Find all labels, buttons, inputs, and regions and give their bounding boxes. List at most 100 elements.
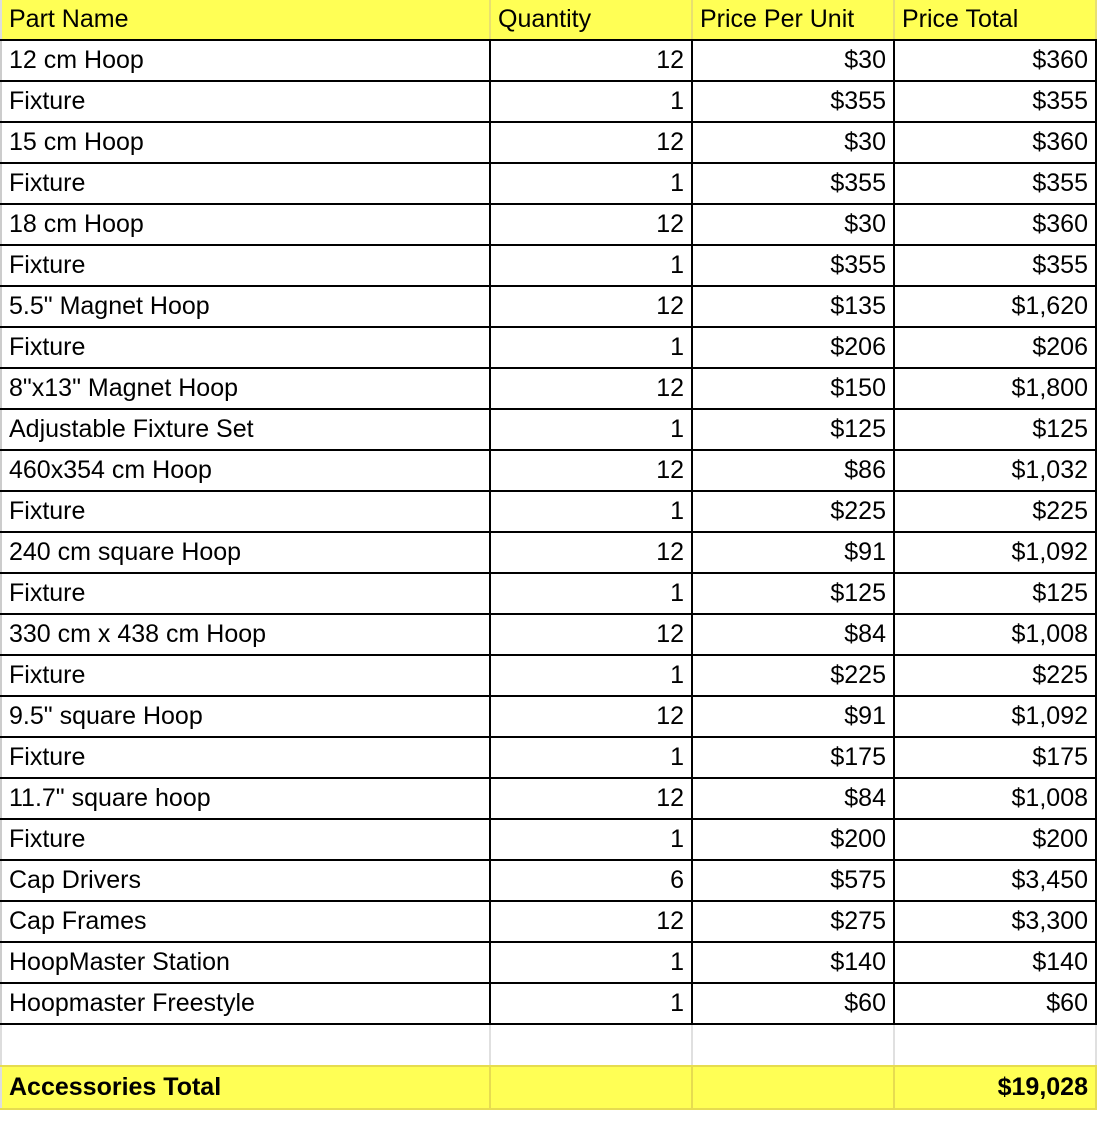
price-total-cell[interactable]: $1,032: [893, 449, 1097, 492]
part-name-cell[interactable]: Fixture: [0, 818, 491, 861]
quantity-cell[interactable]: 12: [489, 285, 693, 328]
price-per-unit-cell[interactable]: $175: [691, 736, 895, 779]
part-name-cell[interactable]: Fixture: [0, 326, 491, 369]
price-per-unit-cell[interactable]: $225: [691, 490, 895, 533]
quantity-cell[interactable]: 12: [489, 613, 693, 656]
price-per-unit-cell[interactable]: $140: [691, 941, 895, 984]
quantity-cell[interactable]: 12: [489, 367, 693, 410]
header-price-total[interactable]: Price Total: [894, 0, 1097, 41]
quantity-cell[interactable]: 12: [489, 695, 693, 738]
quantity-cell[interactable]: 12: [489, 777, 693, 820]
quantity-cell[interactable]: 1: [489, 982, 693, 1025]
quantity-cell[interactable]: 1: [489, 941, 693, 984]
price-per-unit-cell[interactable]: $125: [691, 572, 895, 615]
part-name-cell[interactable]: 5.5" Magnet Hoop: [0, 285, 491, 328]
price-total-cell[interactable]: $1,800: [893, 367, 1097, 410]
price-total-cell[interactable]: $1,092: [893, 695, 1097, 738]
header-part-name[interactable]: Part Name: [0, 0, 491, 41]
price-per-unit-cell[interactable]: $91: [691, 695, 895, 738]
part-name-cell[interactable]: 18 cm Hoop: [0, 203, 491, 246]
empty-cell[interactable]: [692, 1066, 895, 1110]
price-per-unit-cell[interactable]: $206: [691, 326, 895, 369]
empty-cell[interactable]: [894, 1024, 1097, 1067]
empty-cell[interactable]: [490, 1066, 693, 1110]
empty-cell[interactable]: [692, 1024, 895, 1067]
part-name-cell[interactable]: Fixture: [0, 572, 491, 615]
price-per-unit-cell[interactable]: $86: [691, 449, 895, 492]
part-name-cell[interactable]: Fixture: [0, 736, 491, 779]
price-total-cell[interactable]: $140: [893, 941, 1097, 984]
quantity-cell[interactable]: 12: [489, 531, 693, 574]
quantity-cell[interactable]: 1: [489, 818, 693, 861]
quantity-cell[interactable]: 12: [489, 39, 693, 82]
price-total-cell[interactable]: $1,092: [893, 531, 1097, 574]
price-total-cell[interactable]: $175: [893, 736, 1097, 779]
quantity-cell[interactable]: 1: [489, 654, 693, 697]
empty-cell[interactable]: [0, 1024, 491, 1067]
price-per-unit-cell[interactable]: $60: [691, 982, 895, 1025]
price-total-cell[interactable]: $225: [893, 654, 1097, 697]
price-total-cell[interactable]: $225: [893, 490, 1097, 533]
price-per-unit-cell[interactable]: $30: [691, 203, 895, 246]
empty-cell[interactable]: [490, 1024, 693, 1067]
part-name-cell[interactable]: Adjustable Fixture Set: [0, 408, 491, 451]
quantity-cell[interactable]: 6: [489, 859, 693, 902]
quantity-cell[interactable]: 1: [489, 244, 693, 287]
part-name-cell[interactable]: 330 cm x 438 cm Hoop: [0, 613, 491, 656]
price-total-cell[interactable]: $60: [893, 982, 1097, 1025]
price-per-unit-cell[interactable]: $355: [691, 244, 895, 287]
price-per-unit-cell[interactable]: $91: [691, 531, 895, 574]
price-per-unit-cell[interactable]: $355: [691, 162, 895, 205]
header-price-per-unit[interactable]: Price Per Unit: [692, 0, 895, 41]
price-total-cell[interactable]: $355: [893, 162, 1097, 205]
total-label[interactable]: Accessories Total: [0, 1066, 491, 1110]
price-total-cell[interactable]: $360: [893, 203, 1097, 246]
quantity-cell[interactable]: 12: [489, 203, 693, 246]
price-per-unit-cell[interactable]: $200: [691, 818, 895, 861]
price-total-cell[interactable]: $3,450: [893, 859, 1097, 902]
quantity-cell[interactable]: 12: [489, 900, 693, 943]
part-name-cell[interactable]: Cap Frames: [0, 900, 491, 943]
part-name-cell[interactable]: Fixture: [0, 162, 491, 205]
quantity-cell[interactable]: 1: [489, 490, 693, 533]
price-total-cell[interactable]: $3,300: [893, 900, 1097, 943]
part-name-cell[interactable]: Fixture: [0, 654, 491, 697]
part-name-cell[interactable]: 8"x13" Magnet Hoop: [0, 367, 491, 410]
part-name-cell[interactable]: 460x354 cm Hoop: [0, 449, 491, 492]
quantity-cell[interactable]: 12: [489, 121, 693, 164]
part-name-cell[interactable]: Fixture: [0, 490, 491, 533]
price-per-unit-cell[interactable]: $135: [691, 285, 895, 328]
price-per-unit-cell[interactable]: $30: [691, 121, 895, 164]
price-total-cell[interactable]: $125: [893, 572, 1097, 615]
price-per-unit-cell[interactable]: $355: [691, 80, 895, 123]
price-per-unit-cell[interactable]: $275: [691, 900, 895, 943]
header-quantity[interactable]: Quantity: [490, 0, 693, 41]
price-per-unit-cell[interactable]: $575: [691, 859, 895, 902]
part-name-cell[interactable]: 9.5" square Hoop: [0, 695, 491, 738]
price-total-cell[interactable]: $200: [893, 818, 1097, 861]
quantity-cell[interactable]: 12: [489, 449, 693, 492]
quantity-cell[interactable]: 1: [489, 408, 693, 451]
part-name-cell[interactable]: Hoopmaster Freestyle: [0, 982, 491, 1025]
price-per-unit-cell[interactable]: $225: [691, 654, 895, 697]
price-total-cell[interactable]: $1,008: [893, 613, 1097, 656]
price-per-unit-cell[interactable]: $84: [691, 613, 895, 656]
part-name-cell[interactable]: HoopMaster Station: [0, 941, 491, 984]
quantity-cell[interactable]: 1: [489, 80, 693, 123]
price-total-cell[interactable]: $1,620: [893, 285, 1097, 328]
total-value[interactable]: $19,028: [894, 1066, 1097, 1110]
price-total-cell[interactable]: $125: [893, 408, 1097, 451]
part-name-cell[interactable]: 12 cm Hoop: [0, 39, 491, 82]
price-per-unit-cell[interactable]: $150: [691, 367, 895, 410]
part-name-cell[interactable]: Fixture: [0, 244, 491, 287]
price-per-unit-cell[interactable]: $30: [691, 39, 895, 82]
price-per-unit-cell[interactable]: $125: [691, 408, 895, 451]
quantity-cell[interactable]: 1: [489, 572, 693, 615]
price-total-cell[interactable]: $355: [893, 80, 1097, 123]
price-total-cell[interactable]: $360: [893, 121, 1097, 164]
quantity-cell[interactable]: 1: [489, 162, 693, 205]
part-name-cell[interactable]: 11.7" square hoop: [0, 777, 491, 820]
price-total-cell[interactable]: $206: [893, 326, 1097, 369]
quantity-cell[interactable]: 1: [489, 326, 693, 369]
part-name-cell[interactable]: 240 cm square Hoop: [0, 531, 491, 574]
